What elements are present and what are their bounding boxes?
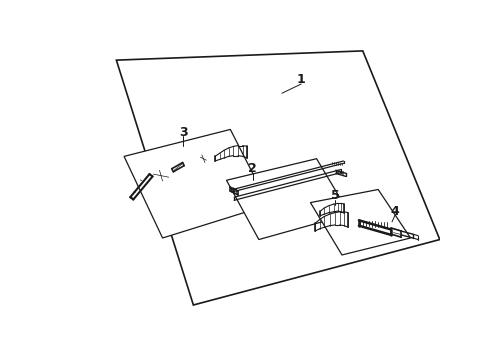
Text: 2: 2 — [248, 162, 257, 175]
Polygon shape — [124, 130, 269, 238]
Polygon shape — [117, 51, 440, 305]
Polygon shape — [311, 189, 411, 255]
Text: 3: 3 — [179, 126, 188, 139]
Text: 5: 5 — [331, 189, 340, 202]
Text: 4: 4 — [391, 204, 399, 217]
Polygon shape — [226, 159, 350, 239]
Text: 1: 1 — [297, 73, 306, 86]
